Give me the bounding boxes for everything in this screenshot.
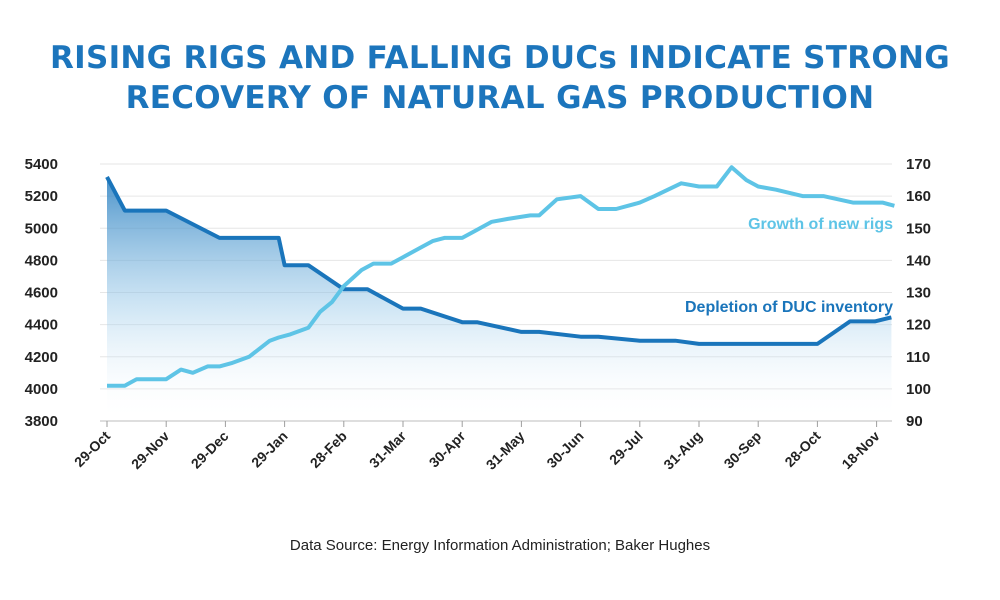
data-source-note: Data Source: Energy Information Administ…	[289, 537, 711, 554]
x-axis-tick: 29-Oct	[71, 428, 113, 470]
rigs-series-label: Growth of new rigs	[748, 216, 893, 233]
x-axis-tick: 18-Nov	[838, 428, 882, 472]
x-axis-tick: 29-Nov	[128, 428, 172, 472]
x-axis-tick: 31-Mar	[366, 427, 410, 471]
left-axis-tick: 3800	[25, 413, 58, 430]
x-axis-tick: 31-Aug	[660, 428, 705, 473]
chart-title: RISING RIGS AND FALLING DUCs INDICATE ST…	[0, 38, 1000, 118]
x-axis-tick-labels: 29-Oct 29-Nov 29-Dec 29-Jan 28-Feb 31-Mar 30-A…	[71, 420, 892, 473]
left-axis-tick: 4000	[25, 381, 58, 398]
x-axis-tick: 31-May	[483, 428, 528, 473]
duc-inventory-area	[107, 176, 892, 421]
right-axis-tick: 90	[906, 413, 923, 430]
left-axis-tick: 5400	[25, 156, 58, 173]
x-axis-tick: 29-Jul	[606, 428, 646, 468]
x-axis-tick: 29-Jan	[248, 428, 291, 471]
duc-inventory-line	[105, 175, 892, 346]
right-axis-tick: 140	[906, 252, 931, 269]
right-axis-tick: 110	[906, 349, 930, 366]
left-axis-tick: 4600	[25, 285, 58, 302]
right-axis-tick: 120	[906, 317, 931, 334]
right-axis-tick-labels: 90 100 110 120 130 140 150 160 170	[906, 156, 931, 430]
left-axis-tick: 5000	[25, 220, 58, 237]
x-axis-tick: 30-Apr	[426, 427, 469, 470]
x-axis-tick: 30-Sep	[721, 428, 765, 472]
x-axis-tick: 28-Oct	[781, 428, 823, 470]
left-axis-tick: 4800	[25, 252, 58, 269]
right-axis-tick: 150	[906, 220, 931, 237]
right-axis-tick: 130	[906, 285, 931, 302]
x-axis-tick: 29-Dec	[188, 428, 232, 472]
x-axis-tick: 30-Jun	[543, 428, 586, 471]
new-rigs-line	[107, 165, 895, 388]
left-axis-tick: 4200	[25, 349, 58, 366]
left-axis-tick: 4400	[25, 317, 58, 334]
right-axis-tick: 170	[906, 156, 931, 173]
left-axis-tick-labels: 3800 4000 4200 4400 4600 4800 5000 5200 5400	[25, 156, 58, 430]
right-axis-tick: 100	[906, 381, 931, 398]
duc-series-label: Depletion of DUC inventory	[685, 299, 893, 316]
left-axis-tick: 5200	[25, 188, 58, 205]
right-axis-tick: 160	[906, 188, 931, 205]
x-axis-tick: 28-Feb	[307, 428, 350, 471]
title-line-1: RISING RIGS AND FALLING DUCs INDICATE ST…	[49, 40, 951, 76]
title-line-2: RECOVERY OF NATURAL GAS PRODUCTION	[125, 80, 875, 116]
